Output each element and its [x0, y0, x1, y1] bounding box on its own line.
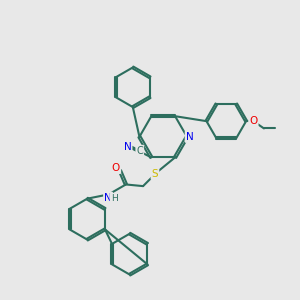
Text: S: S — [152, 169, 158, 179]
Text: C: C — [136, 146, 143, 156]
Text: N: N — [186, 132, 194, 142]
Text: O: O — [249, 116, 257, 126]
Text: N: N — [104, 193, 112, 203]
Text: O: O — [112, 163, 120, 173]
Text: H: H — [111, 194, 117, 203]
Text: N: N — [124, 142, 131, 152]
